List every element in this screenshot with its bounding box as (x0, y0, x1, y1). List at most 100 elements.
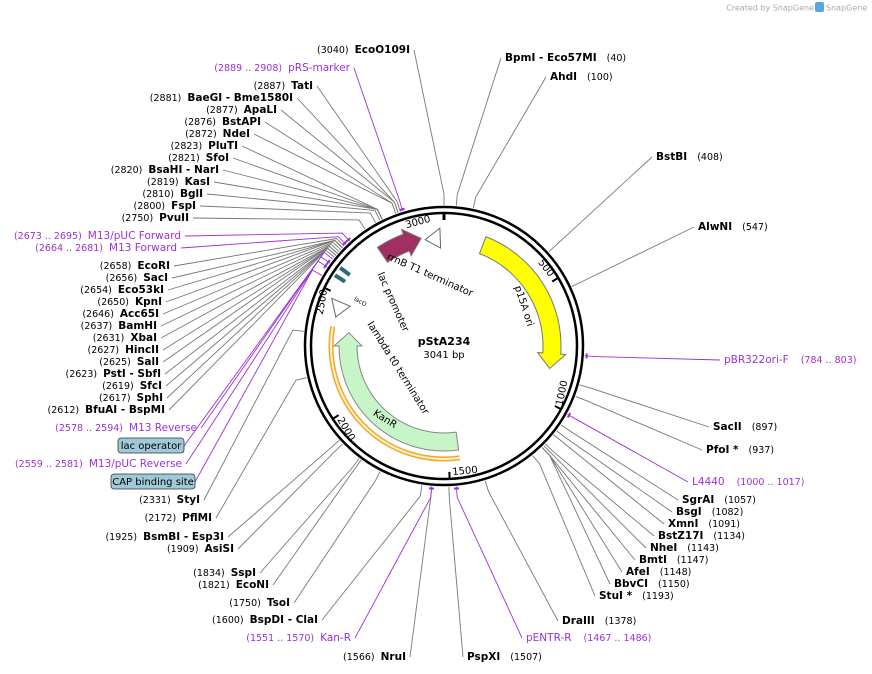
site-label-part: SacI (143, 272, 168, 284)
site-label: (1821) EcoNI (198, 579, 269, 591)
connector (455, 486, 523, 639)
connector (165, 247, 337, 387)
site-label-part: KasI (185, 176, 210, 188)
site-label-part: (2612) (48, 405, 80, 416)
site-label-part: EcoO109I (355, 44, 410, 56)
site-label: DraIII (1378) (562, 615, 636, 627)
connectors (160, 49, 721, 658)
site-label-part: (2631) (93, 333, 125, 344)
orange-arc-core (330, 326, 460, 460)
site-label: BmtI (1147) (639, 554, 708, 566)
connector (203, 329, 304, 501)
labels: (3040) EcoO109I (2887) TatI (2881) BaeGI - Bm… (14, 44, 857, 663)
site-label: (2631) XbaI (93, 332, 157, 344)
connector (575, 396, 703, 451)
connector (167, 239, 343, 291)
connector (168, 249, 335, 411)
site-label-part: BaeGI - Bme1580I (187, 92, 293, 104)
connector (584, 355, 721, 361)
ring-outer (303, 205, 585, 487)
site-label-part: (2810) (142, 189, 174, 200)
plasmid-name: pStA234 (418, 335, 471, 348)
primer-label: pENTR-R (1467 .. 1486) (526, 632, 651, 644)
site-label-part: (2623) (65, 369, 97, 380)
primer-mark (399, 207, 405, 211)
site-label-part: BpmI - Eco57MI (505, 52, 597, 64)
connector (162, 241, 342, 315)
site-label-part: (2619) (102, 381, 134, 392)
connector (354, 486, 433, 639)
site-label-part: (2820) (111, 165, 143, 176)
site-label-part: (1148) (660, 567, 692, 578)
features (323, 207, 588, 490)
ring-tick (332, 414, 340, 420)
site-label: (1750) TsoI (229, 597, 290, 609)
site-label-part: HincII (125, 344, 159, 356)
feature-arrow (331, 297, 352, 318)
connector (293, 471, 381, 604)
site-label-part: (3040) (317, 45, 349, 56)
site-label-part: (2750) (122, 213, 154, 224)
primer-label-part: (1000 .. 1017) (737, 477, 805, 488)
credit: Created by SnapGene (726, 4, 814, 13)
connector (227, 440, 340, 538)
connector (272, 459, 362, 586)
site-label-part: (897) (752, 422, 778, 433)
ring-tick (554, 405, 562, 411)
site-label: (2823) PluTI (171, 140, 238, 152)
site-label-part: (2821) (168, 153, 200, 164)
site-label-part: (1821) (198, 580, 230, 591)
site-label-part: (2877) (206, 105, 238, 116)
connector (173, 238, 345, 267)
site-label-part: (2887) (254, 81, 286, 92)
site-label-part: XbaI (130, 332, 157, 344)
credit-brand: SnapGene (826, 4, 867, 13)
connector (213, 181, 383, 220)
site-label: BbvCI (1150) (614, 578, 690, 590)
site-label-part: BfuAI - BspMI (85, 404, 165, 416)
site-label: (2331) StyI (139, 494, 200, 506)
site-label: StuI * (1193) (599, 590, 674, 602)
ring-label: 2500 (315, 289, 330, 316)
site-label-part: (1925) (105, 532, 137, 543)
site-label: BsgI (1082) (676, 506, 743, 518)
feature-box (117, 437, 185, 454)
site-label: BpmI - Eco57MI (40) (505, 52, 626, 64)
laco-box (338, 266, 351, 277)
site-label: (2750) PvuII (122, 212, 189, 224)
site-label-part: KpnI (135, 296, 162, 308)
connector (183, 251, 334, 447)
primer-label: (2673 .. 2695) M13/pUC Forward (14, 230, 181, 242)
ring-tick (551, 277, 559, 283)
site-label-part: (1147) (677, 555, 709, 566)
site-label: (2650) KpnI (97, 296, 162, 308)
site-label: (2654) Eco53kI (80, 284, 164, 296)
site-label: (2646) Acc65I (82, 308, 159, 320)
site-label: (2617) SphI (99, 392, 163, 404)
site-label: NheI (1143) (650, 542, 719, 554)
site-label-part: BstBI (656, 151, 687, 163)
site-label: (2877) ApaLI (206, 104, 277, 116)
primer-mark (345, 237, 351, 243)
site-label-part: (2637) (81, 321, 113, 332)
site-label-part: TatI (291, 80, 313, 92)
site-label: (2656) SacI (106, 272, 168, 284)
connector (316, 85, 401, 213)
connector (541, 447, 623, 573)
connector (180, 236, 347, 249)
site-label-part: (1909) (167, 544, 199, 555)
site-label-part: PflMI (182, 512, 212, 524)
site-label-part: SfoI (206, 152, 229, 164)
site-label-part: ApaLI (244, 104, 277, 116)
feature-arrow (424, 227, 442, 249)
site-label: (2619) SfcI (102, 380, 162, 392)
site-label-part: BsgI (676, 506, 702, 518)
primer-label: (2578 .. 2594) M13 Reverse (55, 422, 197, 434)
site-label-part: SgrAI (682, 494, 714, 506)
site-label-part: BstAPI (222, 116, 261, 128)
feature-arrow (376, 228, 422, 263)
site-label: (2819) KasI (147, 176, 210, 188)
site-label-part: (2650) (97, 297, 129, 308)
site-label-part: PvuII (159, 212, 189, 224)
site-label-part: (1600) (212, 615, 244, 626)
